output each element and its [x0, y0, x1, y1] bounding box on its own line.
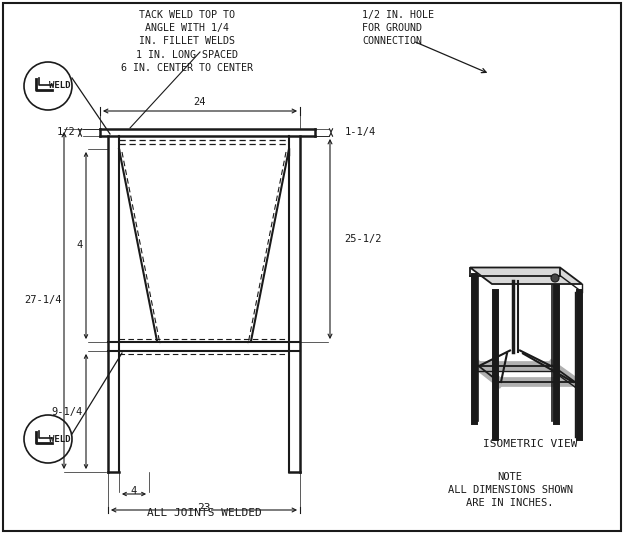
Text: 1-1/4: 1-1/4: [345, 128, 376, 137]
Text: WELD: WELD: [49, 82, 71, 90]
Text: 4: 4: [77, 240, 83, 250]
Polygon shape: [470, 268, 582, 284]
Text: 1/2: 1/2: [56, 128, 75, 137]
Text: 23: 23: [197, 503, 211, 513]
Text: TACK WELD TOP TO
ANGLE WITH 1/4
IN. FILLET WELDS
1 IN. LONG SPACED
6 IN. CENTER : TACK WELD TOP TO ANGLE WITH 1/4 IN. FILL…: [121, 10, 253, 73]
Text: 9-1/4: 9-1/4: [52, 406, 83, 417]
Text: 1/2 IN. HOLE
FOR GROUND
CONNECTION: 1/2 IN. HOLE FOR GROUND CONNECTION: [362, 10, 434, 46]
Text: ISOMETRIC VIEW: ISOMETRIC VIEW: [483, 439, 577, 449]
Text: 24: 24: [193, 97, 207, 107]
Text: 25-1/2: 25-1/2: [344, 234, 381, 244]
Text: WELD: WELD: [49, 435, 71, 444]
Text: 27-1/4: 27-1/4: [24, 295, 62, 305]
Text: NOTE
ALL DIMENSIONS SHOWN
ARE IN INCHES.: NOTE ALL DIMENSIONS SHOWN ARE IN INCHES.: [447, 472, 572, 508]
Text: 4: 4: [131, 486, 137, 496]
Circle shape: [551, 274, 559, 282]
Text: ALL JOINTS WELDED: ALL JOINTS WELDED: [147, 508, 261, 518]
